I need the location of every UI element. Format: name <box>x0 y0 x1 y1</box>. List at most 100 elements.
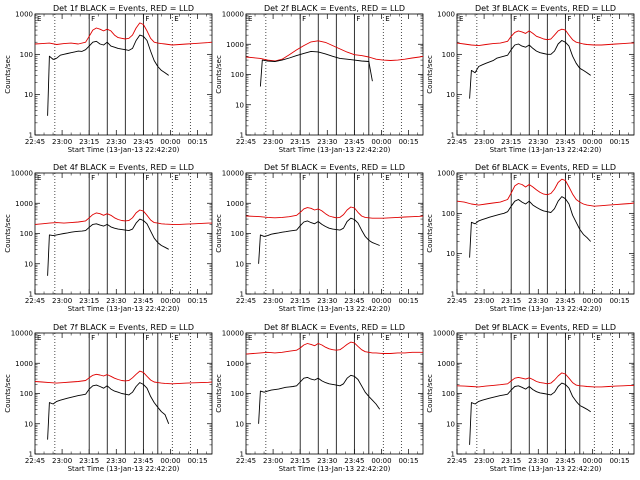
panel-title: Det 7f BLACK = Events, RED = LLD <box>53 323 194 332</box>
marker-label: E <box>37 15 41 23</box>
y-tick-label: 1 <box>240 132 244 140</box>
x-tick-label: 23:45 <box>555 457 575 465</box>
y-tick-label: 1000 <box>15 200 33 208</box>
plot-frame <box>456 13 635 136</box>
y-tick-label: 1000 <box>437 360 455 368</box>
x-tick-label: 23:30 <box>317 138 337 146</box>
y-axis-label: Counts/sec <box>215 214 223 253</box>
series-lld-line <box>456 372 634 388</box>
y-tick-label: 100 <box>20 230 33 238</box>
y-tick-label: 10000 <box>11 170 33 178</box>
y-tick-label: 1 <box>240 291 244 299</box>
x-tick-label: 23:45 <box>344 457 364 465</box>
plot-frame <box>245 13 424 136</box>
y-tick-label: 1000 <box>226 360 244 368</box>
series-lld-line <box>245 341 423 355</box>
marker-label: E <box>174 15 178 23</box>
x-tick-label: 23:30 <box>106 457 126 465</box>
y-tick-label: 10 <box>235 260 244 268</box>
marker-label: E <box>459 15 463 23</box>
plot-frame <box>245 332 424 455</box>
x-tick-label: 00:15 <box>398 297 418 305</box>
x-tick-label: 23:45 <box>133 138 153 146</box>
x-tick-label: 00:00 <box>371 138 391 146</box>
marker-label: F <box>356 334 360 342</box>
series-lld-line <box>456 28 634 47</box>
panel-det-9: Det 9f BLACK = Events, RED = LLD E F F E 1 10 1… <box>426 323 635 473</box>
x-tick-label: 23:15 <box>290 457 310 465</box>
series-events-line <box>469 196 592 258</box>
x-tick-label: 00:00 <box>160 297 180 305</box>
x-tick-label: 23:15 <box>290 138 310 146</box>
x-tick-label: 00:15 <box>187 457 207 465</box>
y-tick-label: 1 <box>240 451 244 459</box>
y-tick-label: 10000 <box>222 330 244 338</box>
y-tick-label: 100 <box>231 71 244 79</box>
series-lld-line <box>34 209 212 225</box>
series-events-line <box>47 218 169 276</box>
x-tick-label: 23:45 <box>555 138 575 146</box>
series-events-line <box>47 34 169 116</box>
x-tick-label: 23:30 <box>106 138 126 146</box>
marker-label: F <box>145 334 149 342</box>
y-tick-label: 100 <box>20 51 33 59</box>
x-tick-label: 22:45 <box>25 138 45 146</box>
panel-title: Det 5f BLACK = Events, RED = LLD <box>264 163 405 172</box>
marker-label: F <box>302 174 306 182</box>
x-axis-label: Start Time (13-Jan-13 22:42:20) <box>68 465 180 473</box>
y-tick-label: 100 <box>231 230 244 238</box>
marker-label: E <box>385 334 389 342</box>
x-tick-label: 00:15 <box>398 457 418 465</box>
y-axis-label: Counts/sec <box>4 374 12 413</box>
x-tick-label: 23:15 <box>501 297 521 305</box>
y-tick-label: 1 <box>29 451 33 459</box>
y-tick-label: 10 <box>446 250 455 258</box>
y-tick-label: 1 <box>451 291 455 299</box>
x-tick-label: 23:45 <box>344 297 364 305</box>
marker-label: E <box>385 174 389 182</box>
y-tick-label: 10000 <box>11 330 33 338</box>
x-axis-label: Start Time (13-Jan-13 22:42:20) <box>490 146 602 154</box>
marker-label: E <box>248 15 252 23</box>
marker-label: E <box>248 174 252 182</box>
y-tick-label: 1 <box>451 132 455 140</box>
y-tick-label: 10 <box>24 260 33 268</box>
panel-title: Det 4f BLACK = Events, RED = LLD <box>53 163 194 172</box>
y-axis-label: Counts/sec <box>426 374 434 413</box>
series-events-line <box>258 374 381 424</box>
marker-label: F <box>356 15 360 23</box>
x-tick-label: 23:15 <box>501 138 521 146</box>
x-tick-label: 22:45 <box>447 138 467 146</box>
panel-det-3: Det 3f BLACK = Events, RED = LLD E F F E 1 10 1… <box>426 4 635 154</box>
marker-label: E <box>596 174 600 182</box>
y-tick-label: 1 <box>29 132 33 140</box>
series-events-line <box>259 50 373 87</box>
marker-label: E <box>248 334 252 342</box>
y-tick-label: 10 <box>446 420 455 428</box>
panel-det-7: Det 7f BLACK = Events, RED = LLD E F F E 1 10 1… <box>4 323 213 473</box>
x-tick-label: 00:00 <box>582 297 602 305</box>
marker-label: F <box>513 15 517 23</box>
y-tick-label: 100 <box>442 210 455 218</box>
marker-label: E <box>174 174 178 182</box>
y-tick-label: 10 <box>24 420 33 428</box>
y-tick-label: 10 <box>24 91 33 99</box>
x-tick-label: 23:00 <box>474 297 494 305</box>
panel-title: Det 6f BLACK = Events, RED = LLD <box>475 163 616 172</box>
y-tick-label: 10 <box>446 91 455 99</box>
y-tick-label: 1000 <box>15 11 33 19</box>
x-tick-label: 00:00 <box>582 138 602 146</box>
x-tick-label: 00:00 <box>160 138 180 146</box>
marker-label: F <box>567 174 571 182</box>
y-tick-label: 1000 <box>437 170 455 178</box>
panel-det-4: Det 4f BLACK = Events, RED = LLD E F F E 1 10 1… <box>4 163 213 313</box>
panel-det-8: Det 8f BLACK = Events, RED = LLD E F F E 1 10 1… <box>215 323 424 473</box>
x-tick-label: 00:15 <box>609 297 629 305</box>
y-tick-label: 1 <box>29 291 33 299</box>
x-tick-label: 23:00 <box>474 138 494 146</box>
y-tick-label: 10 <box>235 420 244 428</box>
panel-det-6: Det 6f BLACK = Events, RED = LLD E F F E 1 10 1… <box>426 163 635 313</box>
x-tick-label: 23:30 <box>528 138 548 146</box>
x-tick-label: 00:00 <box>160 457 180 465</box>
